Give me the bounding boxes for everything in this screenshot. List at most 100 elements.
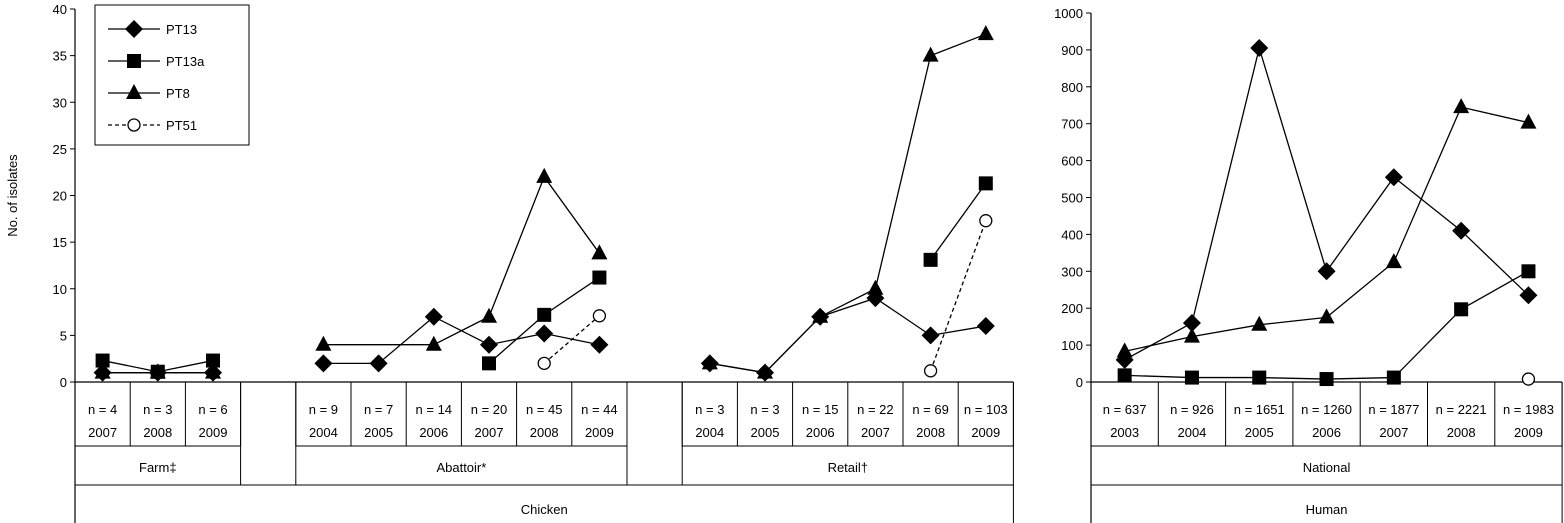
y-tick-label: 400	[1061, 227, 1083, 242]
column-year-label: 2006	[419, 425, 448, 440]
column-n-label: n = 4	[88, 402, 117, 417]
group-label: National	[1303, 460, 1351, 475]
series-line-pt8	[323, 175, 600, 346]
data-point-pt8	[205, 363, 221, 379]
legend-marker-pt13a	[127, 54, 141, 68]
category-label: Human	[1306, 502, 1348, 517]
y-tick-label: 0	[60, 375, 67, 390]
column-n-label: n = 1877	[1368, 402, 1419, 417]
column-n-label: n = 15	[802, 402, 839, 417]
data-point-pt13a	[923, 252, 938, 267]
data-point-pt13	[535, 324, 554, 343]
y-tick-label: 100	[1061, 338, 1083, 353]
column-year-label: 2009	[971, 425, 1000, 440]
legend: PT13 PT13a PT8 PT51	[94, 4, 250, 146]
data-point-pt8	[591, 244, 608, 260]
group-label: Abattoir*	[436, 460, 486, 475]
column-year-label: 2007	[1379, 425, 1408, 440]
legend-box	[94, 4, 250, 146]
y-tick-label: 600	[1061, 154, 1083, 169]
data-point-pt13	[480, 335, 498, 354]
data-point-pt13	[1317, 262, 1336, 281]
column-n-label: n = 1651	[1234, 402, 1285, 417]
data-point-pt13a	[537, 307, 552, 322]
column-n-label: n = 1983	[1503, 402, 1554, 417]
column-n-label: n = 69	[912, 402, 949, 417]
column-n-label: n = 1260	[1301, 402, 1352, 417]
column-year-label: 2009	[1514, 425, 1543, 440]
data-point-pt13	[1384, 168, 1403, 187]
data-point-pt13	[921, 326, 940, 345]
data-point-pt8	[1116, 342, 1133, 358]
y-tick-label: 20	[53, 189, 67, 204]
column-n-label: n = 45	[526, 402, 563, 417]
data-point-pt13a	[482, 356, 496, 371]
column-year-label: 2004	[695, 425, 724, 440]
chart-panel-human: 0 100 200 300 400 500 600 700 800 900 1000 n = 637 2…	[1054, 6, 1563, 523]
column-year-label: 2008	[1447, 425, 1476, 440]
y-tick-label: 700	[1061, 117, 1083, 132]
column-year-label: 2005	[751, 425, 780, 440]
legend-marker-pt51	[127, 118, 141, 132]
data-point-pt8	[425, 335, 442, 351]
column-year-label: 2006	[1312, 425, 1341, 440]
y-tick-label: 1000	[1054, 6, 1083, 21]
data-point-pt8	[812, 307, 829, 323]
column-year-label: 2003	[1110, 425, 1139, 440]
column-n-label: n = 3	[695, 402, 724, 417]
column-year-label: 2007	[88, 425, 117, 440]
group-label: Retail†	[828, 460, 868, 475]
y-tick-label: 5	[60, 328, 67, 343]
legend-label: PT51	[166, 118, 197, 133]
data-point-pt13a	[1454, 302, 1469, 317]
data-point-pt8	[701, 354, 718, 370]
data-point-pt13a	[95, 353, 110, 368]
y-tick-label: 15	[53, 235, 67, 250]
data-point-pt13	[424, 307, 443, 326]
legend-label: PT8	[166, 86, 190, 101]
data-point-pt8	[149, 363, 166, 379]
group-label: Farm‡	[139, 460, 177, 475]
legend-marker-pt8	[126, 84, 142, 99]
data-point-pt8	[922, 46, 939, 62]
column-n-label: n = 103	[964, 402, 1008, 417]
data-point-pt51	[1521, 372, 1536, 386]
y-tick-label: 300	[1061, 264, 1083, 279]
data-point-pt8	[1318, 308, 1335, 324]
data-point-pt8	[1453, 98, 1470, 114]
category-label: Chicken	[521, 502, 568, 517]
y-tick-label: 0	[1076, 375, 1083, 390]
column-year-label: 2007	[475, 425, 504, 440]
series-line-pt51	[929, 220, 987, 372]
column-year-label: 2005	[364, 425, 393, 440]
data-point-pt51	[923, 364, 938, 378]
series-line-pt8	[709, 33, 987, 374]
column-n-label: n = 14	[416, 402, 453, 417]
column-n-label: n = 926	[1170, 402, 1214, 417]
data-point-pt13a	[1386, 370, 1401, 385]
column-year-label: 2008	[143, 425, 172, 440]
data-point-pt13a	[1319, 372, 1334, 387]
series-line-pt13	[709, 297, 986, 374]
data-point-pt8	[1520, 113, 1537, 129]
y-tick-label: 800	[1061, 80, 1083, 95]
column-n-label: n = 7	[364, 402, 393, 417]
data-point-pt13	[369, 354, 388, 373]
data-point-pt13a	[592, 270, 607, 285]
column-n-label: n = 22	[857, 402, 894, 417]
column-year-label: 2005	[1245, 425, 1274, 440]
y-tick-label: 200	[1061, 301, 1083, 316]
data-point-pt13	[590, 335, 609, 354]
data-point-pt13	[1519, 286, 1538, 305]
legend-label: PT13a	[166, 54, 205, 69]
data-point-pt13a	[1521, 264, 1536, 279]
data-point-pt13	[976, 317, 995, 336]
column-year-label: 2004	[309, 425, 338, 440]
data-point-pt8	[757, 363, 773, 379]
data-point-pt8	[1251, 315, 1268, 331]
data-point-pt51	[592, 309, 607, 323]
data-point-pt13a	[206, 353, 220, 368]
data-point-pt8	[536, 167, 553, 183]
data-point-pt13a	[1184, 370, 1199, 385]
data-point-pt8	[94, 363, 111, 379]
